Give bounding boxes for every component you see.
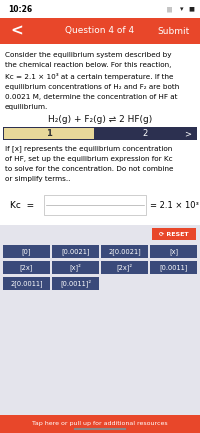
Text: equilibrium concentrations of H₂ and F₂ are both: equilibrium concentrations of H₂ and F₂ … <box>5 84 179 90</box>
Text: ■: ■ <box>188 6 194 12</box>
Bar <box>52 277 99 290</box>
Bar <box>52 261 99 274</box>
Text: 2: 2 <box>142 129 148 138</box>
Bar <box>3 277 50 290</box>
Text: H₂(g) + F₂(g) ⇌ 2 HF(g): H₂(g) + F₂(g) ⇌ 2 HF(g) <box>48 116 152 125</box>
Bar <box>3 245 50 258</box>
Bar <box>44 195 146 215</box>
Bar <box>0 44 200 433</box>
Bar <box>3 261 50 274</box>
Text: Question 4 of 4: Question 4 of 4 <box>65 26 135 36</box>
Bar <box>52 245 99 258</box>
Text: 1: 1 <box>46 129 52 138</box>
Text: Kᴄ  =: Kᴄ = <box>10 200 34 210</box>
Bar <box>150 261 197 274</box>
Text: |||: ||| <box>166 6 172 12</box>
Bar <box>0 18 200 44</box>
Bar <box>101 245 148 258</box>
Text: Kc = 2.1 × 10³ at a certain temperature. If the: Kc = 2.1 × 10³ at a certain temperature.… <box>5 73 174 80</box>
Bar <box>0 0 200 18</box>
Text: ▾: ▾ <box>180 6 183 12</box>
Bar <box>0 415 200 433</box>
Text: = 2.1 × 10³: = 2.1 × 10³ <box>150 200 199 210</box>
Bar <box>150 245 197 258</box>
Text: 2[0.0021]: 2[0.0021] <box>108 248 141 255</box>
Text: [0.0011]: [0.0011] <box>159 264 188 271</box>
Text: Tap here or pull up for additional resources: Tap here or pull up for additional resou… <box>32 421 168 427</box>
Text: of HF, set up the equilibrium expression for Kc: of HF, set up the equilibrium expression… <box>5 155 173 162</box>
Bar <box>101 261 148 274</box>
Text: to solve for the concentration. Do not combine: to solve for the concentration. Do not c… <box>5 166 174 172</box>
Bar <box>152 228 196 240</box>
Text: <: < <box>10 23 23 39</box>
Text: [0]: [0] <box>22 248 31 255</box>
Bar <box>0 225 200 415</box>
Text: the chemical reaction below. For this reaction,: the chemical reaction below. For this re… <box>5 62 171 68</box>
Text: [0.0021]: [0.0021] <box>61 248 90 255</box>
Bar <box>4 128 94 139</box>
Text: 0.0021 M, determine the concentration of HF at: 0.0021 M, determine the concentration of… <box>5 94 178 100</box>
Text: [x]²: [x]² <box>70 264 81 271</box>
Text: Submit: Submit <box>158 26 190 36</box>
Text: [0.0011]²: [0.0011]² <box>60 280 91 288</box>
Text: [x]: [x] <box>169 248 178 255</box>
Text: 2[0.0011]: 2[0.0011] <box>10 280 43 287</box>
Text: [2x]²: [2x]² <box>116 264 133 271</box>
Text: or simplify terms..: or simplify terms.. <box>5 177 70 182</box>
Text: If [x] represents the equilibrium concentration: If [x] represents the equilibrium concen… <box>5 145 172 152</box>
Text: equilibrium.: equilibrium. <box>5 104 48 110</box>
Text: 10:26: 10:26 <box>8 4 32 13</box>
Text: Consider the equilibrium system described by: Consider the equilibrium system describe… <box>5 52 172 58</box>
Text: [2x]: [2x] <box>20 264 33 271</box>
Text: ⟳ RESET: ⟳ RESET <box>159 232 189 236</box>
Bar <box>3 127 197 140</box>
Text: >: > <box>184 129 191 138</box>
